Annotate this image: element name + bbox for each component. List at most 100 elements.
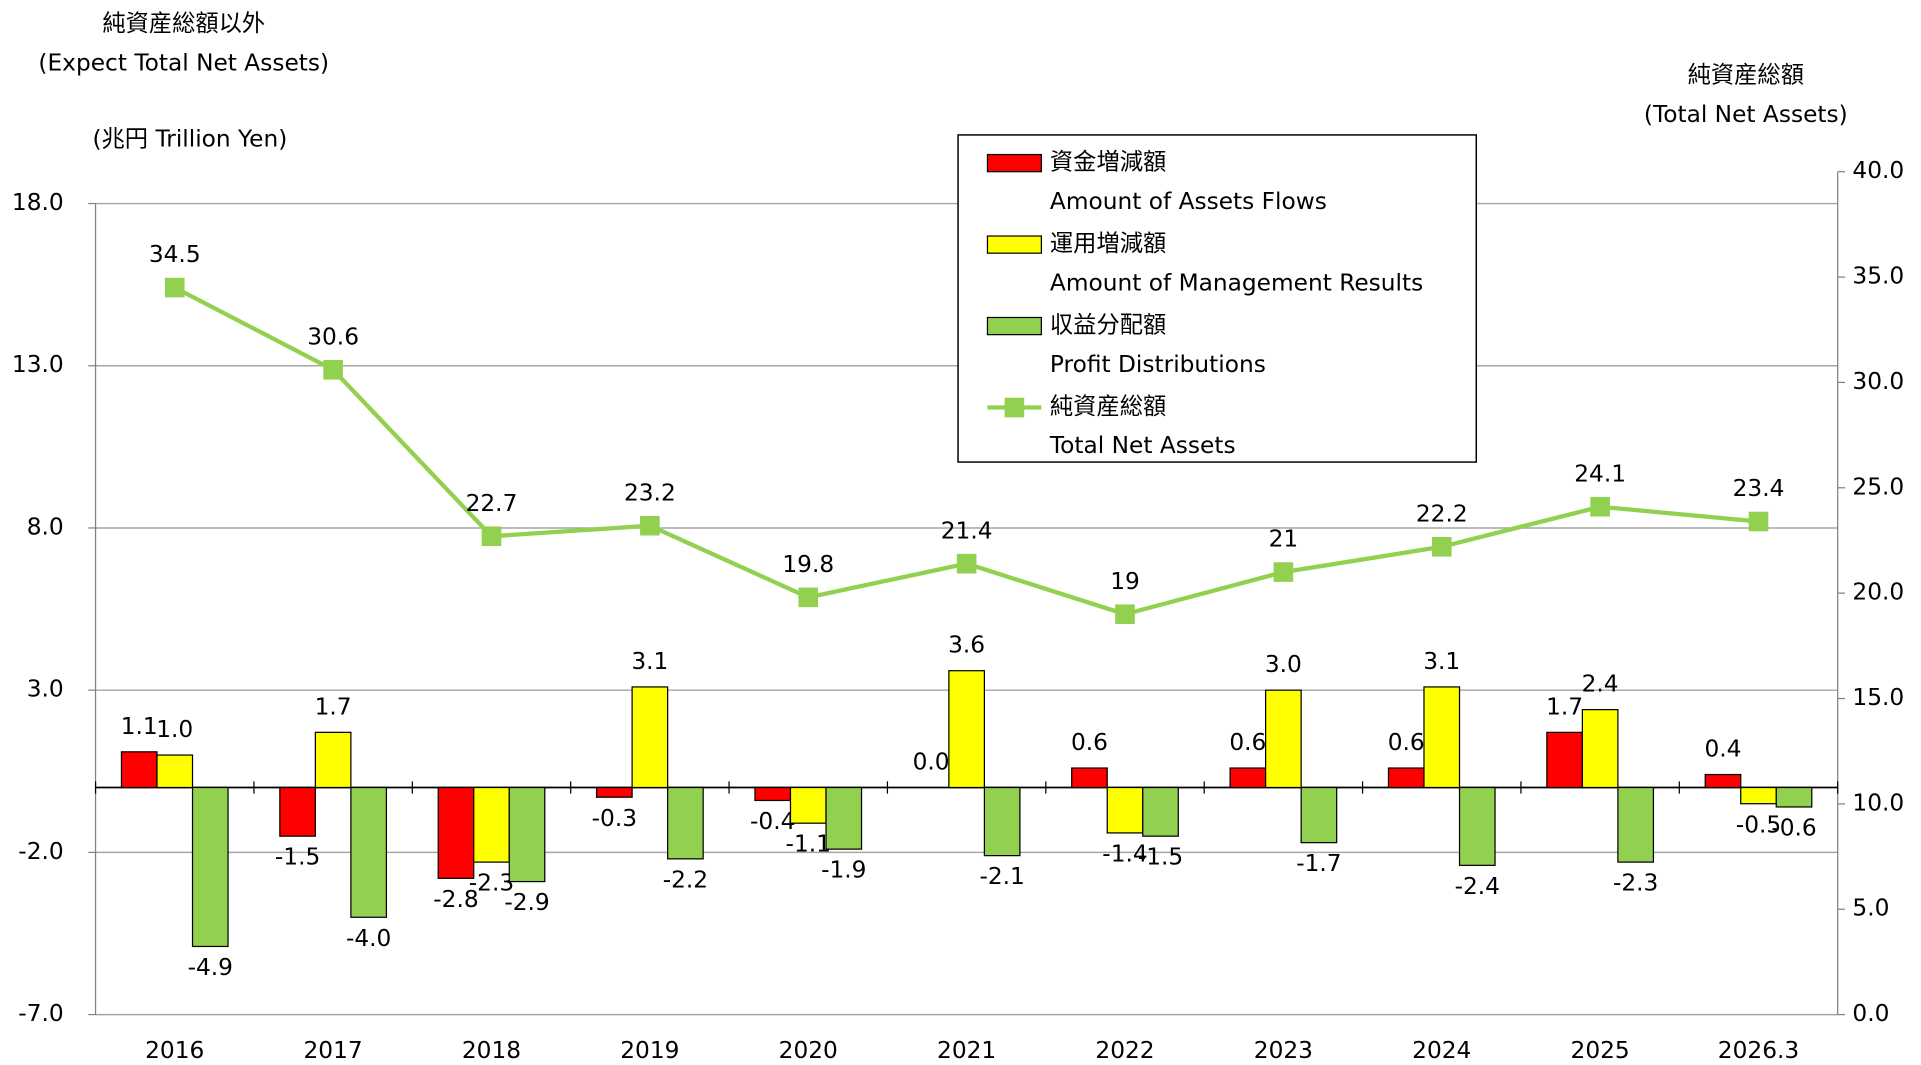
data-label: 3.0 xyxy=(1265,651,1302,678)
y-tick-label: 8.0 xyxy=(27,513,64,540)
line-label: 21.4 xyxy=(941,517,993,544)
data-label: -2.1 xyxy=(979,863,1024,890)
bar xyxy=(120,751,158,789)
data-label: 1.1 xyxy=(121,713,158,740)
x-tick-label: 2016 xyxy=(145,1037,204,1064)
data-label: -0.4 xyxy=(750,808,795,835)
line-marker xyxy=(1115,604,1135,625)
data-label: -0.5 xyxy=(1736,811,1781,838)
data-label: 0.4 xyxy=(1704,736,1741,763)
legend-swatch xyxy=(986,235,1042,254)
bar xyxy=(631,686,669,789)
bar xyxy=(1581,709,1619,789)
y2-title-ja: 純資産総額 xyxy=(1688,62,1804,89)
legend-label-en: Profit Distributions xyxy=(1050,351,1266,378)
legend-swatch xyxy=(986,153,1042,173)
bar xyxy=(1142,786,1179,837)
data-label: 0.6 xyxy=(1388,729,1425,756)
legend-label-en: Total Net Assets xyxy=(1049,432,1236,459)
legend-swatch xyxy=(986,316,1042,336)
line-label: 22.7 xyxy=(466,490,518,517)
y2-tick-label: 10.0 xyxy=(1852,789,1904,816)
legend-label: 収益分配額 xyxy=(1050,312,1166,339)
data-label: 0.0 xyxy=(913,748,950,775)
y-tick-label: -7.0 xyxy=(18,1000,63,1027)
x-tick-label: 2022 xyxy=(1095,1037,1154,1064)
line-label: 24.1 xyxy=(1574,460,1626,487)
x-tick-label: 2020 xyxy=(779,1037,838,1064)
bar xyxy=(156,754,194,789)
bar xyxy=(1775,786,1813,808)
legend-label: 純資産総額 xyxy=(1050,393,1166,420)
bar xyxy=(1458,786,1496,866)
bar xyxy=(1264,689,1302,789)
y-title-ja: 純資産総額以外 xyxy=(102,10,265,37)
line-marker xyxy=(1273,562,1294,582)
data-label: -2.3 xyxy=(469,870,514,897)
data-label: 0.6 xyxy=(1229,729,1266,756)
bar xyxy=(983,786,1021,857)
bar xyxy=(350,786,388,918)
line-marker xyxy=(640,515,660,536)
y2-tick-label: 25.0 xyxy=(1852,473,1904,500)
bar xyxy=(279,786,316,837)
data-label: -1.5 xyxy=(1138,844,1183,871)
legend-label: 資金増減額 xyxy=(1050,149,1166,176)
legend-label: 運用増減額 xyxy=(1050,230,1166,257)
data-label: -1.7 xyxy=(1296,850,1341,877)
data-label: -2.8 xyxy=(433,886,478,913)
legend-box xyxy=(957,134,1478,463)
line-marker xyxy=(1748,511,1769,532)
y-tick-label: 18.0 xyxy=(12,189,64,216)
line-label: 22.2 xyxy=(1416,500,1468,527)
y2-tick-label: 15.0 xyxy=(1852,684,1904,711)
y-tick-label: 3.0 xyxy=(27,676,64,703)
bar xyxy=(1704,773,1742,789)
line-label: 30.6 xyxy=(307,323,359,350)
bar xyxy=(1387,767,1425,789)
bar xyxy=(1071,767,1108,789)
line-marker xyxy=(164,277,185,298)
y2-title-en: (Total Net Assets) xyxy=(1644,101,1848,128)
line-label: 23.2 xyxy=(624,479,676,506)
x-tick-label: 2023 xyxy=(1254,1037,1313,1064)
data-label: 1.0 xyxy=(156,716,193,743)
data-label: 1.7 xyxy=(1546,693,1583,720)
data-label: -2.4 xyxy=(1455,873,1500,900)
data-label: 0.6 xyxy=(1071,729,1108,756)
line-marker xyxy=(798,587,819,608)
y2-tick-label: 20.0 xyxy=(1852,579,1904,606)
data-label: -4.0 xyxy=(346,925,391,952)
bar xyxy=(789,786,827,824)
line-marker xyxy=(1590,496,1610,517)
line-label: 19 xyxy=(1110,568,1140,595)
line-label: 21 xyxy=(1269,526,1299,553)
bar xyxy=(754,786,792,802)
bar xyxy=(437,786,475,879)
data-label: -1.4 xyxy=(1102,840,1147,867)
bar xyxy=(1423,686,1461,789)
data-label: 3.1 xyxy=(1423,648,1460,675)
data-label: -2.3 xyxy=(1613,870,1658,897)
y-tick-label: 13.0 xyxy=(12,351,64,378)
legend-marker xyxy=(1004,397,1025,418)
x-tick-label: 2025 xyxy=(1571,1037,1630,1064)
line-marker xyxy=(956,553,977,574)
x-tick-label: 2017 xyxy=(304,1037,363,1064)
data-label: 1.7 xyxy=(315,693,352,720)
data-label: -1.5 xyxy=(275,844,320,871)
data-label: 3.6 xyxy=(948,632,985,659)
y2-tick-label: 30.0 xyxy=(1852,368,1904,395)
bar xyxy=(1300,786,1338,844)
y-title-en: (Expect Total Net Assets) xyxy=(38,49,329,76)
bar xyxy=(1106,786,1144,834)
bar xyxy=(473,786,510,863)
data-label: -1.1 xyxy=(786,831,831,858)
bar xyxy=(948,670,986,789)
bar xyxy=(595,786,633,798)
line-label: 19.8 xyxy=(782,551,834,578)
data-label: -2.2 xyxy=(663,866,708,893)
legend-label-en: Amount of Management Results xyxy=(1050,269,1423,296)
